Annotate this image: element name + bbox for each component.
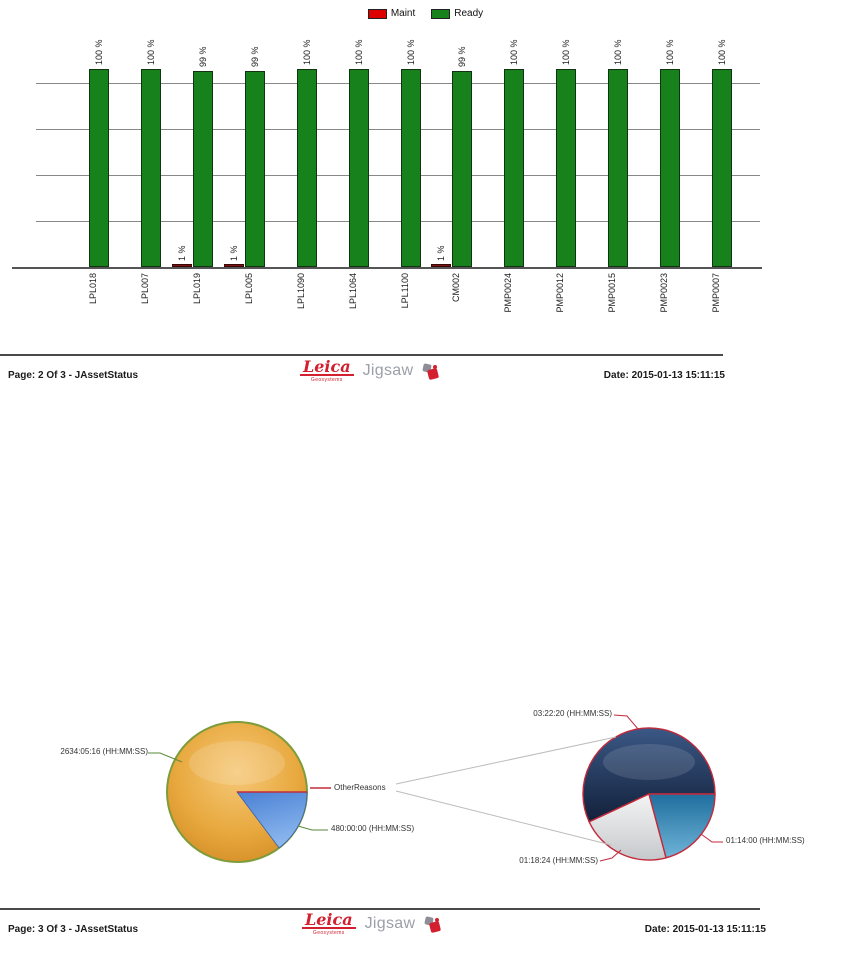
bar-value-label: 100 % bbox=[302, 39, 312, 65]
ready-bar bbox=[349, 69, 369, 267]
category-label: LPL018 bbox=[88, 273, 98, 305]
category-label: LPL1100 bbox=[400, 273, 410, 309]
grid-line bbox=[36, 129, 760, 130]
category-label: LPL007 bbox=[140, 273, 150, 305]
other-reasons-pie-chart bbox=[582, 727, 716, 861]
bar-value-label: 99 % bbox=[198, 46, 208, 67]
ready-bar bbox=[556, 69, 576, 267]
maint-bar bbox=[172, 264, 192, 267]
asset-time-pie-chart bbox=[166, 721, 308, 863]
pie-connector-lines bbox=[148, 714, 723, 862]
maint-value-label: 1 % bbox=[436, 245, 446, 261]
jigsaw-puzzle-icon bbox=[424, 915, 442, 933]
leica-wordmark: Leica bbox=[302, 912, 356, 929]
page2-date-label: Date: 2015-01-13 15:11:15 bbox=[603, 370, 725, 381]
leica-logo: Leica Geosystems bbox=[302, 912, 356, 936]
ready-bar bbox=[452, 71, 472, 267]
leica-jigsaw-logo: Leica Geosystems Jigsaw bbox=[300, 359, 440, 383]
maint-value-label: 1 % bbox=[229, 245, 239, 261]
page3-footer-rule bbox=[0, 908, 760, 910]
grid-line bbox=[36, 175, 760, 176]
other-reasons-label: OtherReasons bbox=[334, 783, 386, 792]
pie1-orange-slice-label: 2634:05:16 (HH:MM:SS) bbox=[60, 747, 148, 756]
ready-color-swatch bbox=[431, 8, 451, 19]
maint-ready-bar-chart: Maint Ready 100 % LPL018 100 % LPL007 99 % 1 … bbox=[0, 0, 851, 330]
bar-value-label: 100 % bbox=[717, 39, 727, 65]
jigsaw-wordmark: Jigsaw bbox=[364, 915, 416, 932]
pie2-navy-slice-label: 03:22:20 (HH:MM:SS) bbox=[533, 709, 612, 718]
bar-value-label: 100 % bbox=[561, 39, 571, 65]
ready-bar bbox=[504, 69, 524, 267]
bar-value-label: 99 % bbox=[250, 46, 260, 67]
jigsaw-puzzle-icon bbox=[422, 362, 440, 380]
category-label: PMP0007 bbox=[711, 273, 721, 313]
maint-color-swatch bbox=[367, 8, 387, 19]
ready-bar bbox=[245, 71, 265, 267]
maint-bar bbox=[431, 264, 451, 267]
grid-line bbox=[36, 221, 760, 222]
grid-line bbox=[36, 83, 760, 84]
bar-value-label: 100 % bbox=[665, 39, 675, 65]
ready-bar bbox=[401, 69, 421, 267]
pie1-slice-standby-time bbox=[236, 791, 308, 849]
ready-bar bbox=[712, 69, 732, 267]
category-label: CM002 bbox=[451, 273, 461, 303]
category-label: PMP0024 bbox=[503, 273, 513, 313]
ready-bar bbox=[141, 69, 161, 267]
ready-bar bbox=[608, 69, 628, 267]
pie1-blue-slice-label: 480:00:00 (HH:MM:SS) bbox=[331, 824, 415, 833]
ready-bar bbox=[193, 71, 213, 267]
category-label: LPL005 bbox=[244, 273, 254, 305]
legend-item-ready: Ready bbox=[431, 8, 483, 19]
bar-value-label: 100 % bbox=[509, 39, 519, 65]
category-label: LPL019 bbox=[192, 273, 202, 305]
bar-value-label: 100 % bbox=[406, 39, 416, 65]
page3-date-label: Date: 2015-01-13 15:11:15 bbox=[644, 924, 766, 935]
maint-value-label: 1 % bbox=[177, 245, 187, 261]
axis-baseline bbox=[12, 267, 762, 269]
bar-value-label: 99 % bbox=[457, 46, 467, 67]
geosystems-label: Geosystems bbox=[310, 377, 343, 383]
ready-bar bbox=[660, 69, 680, 267]
page2-footer-rule bbox=[0, 354, 723, 356]
ready-bar bbox=[89, 69, 109, 267]
category-label: PMP0023 bbox=[659, 273, 669, 313]
category-label: LPL1090 bbox=[296, 273, 306, 310]
ready-bar bbox=[297, 69, 317, 267]
leica-wordmark: Leica bbox=[300, 359, 354, 376]
leica-jigsaw-logo: Leica Geosystems Jigsaw bbox=[302, 912, 442, 936]
page2-page-label: Page: 2 Of 3 - JAssetStatus bbox=[8, 370, 139, 381]
legend-ready-label: Ready bbox=[454, 8, 484, 19]
explode-line-bottom bbox=[395, 790, 612, 846]
bar-value-label: 100 % bbox=[354, 39, 364, 65]
bar-value-label: 100 % bbox=[613, 39, 623, 65]
bar-value-label: 100 % bbox=[146, 39, 156, 65]
jigsaw-wordmark: Jigsaw bbox=[362, 362, 414, 379]
geosystems-label: Geosystems bbox=[312, 930, 345, 936]
legend-maint-label: Maint bbox=[390, 8, 416, 19]
pie2-gray-slice-label: 01:18:24 (HH:MM:SS) bbox=[519, 856, 598, 865]
category-label: PMP0015 bbox=[607, 273, 617, 313]
page3-page-label: Page: 3 Of 3 - JAssetStatus bbox=[8, 924, 139, 935]
legend-item-maint: Maint bbox=[367, 8, 416, 19]
leica-logo: Leica Geosystems bbox=[300, 359, 354, 383]
maint-bar bbox=[224, 264, 244, 267]
category-label: LPL1064 bbox=[348, 273, 358, 310]
pie2-steel-slice-label: 01:14:00 (HH:MM:SS) bbox=[726, 836, 805, 845]
category-label: PMP0012 bbox=[555, 273, 565, 313]
bar-value-label: 100 % bbox=[94, 39, 104, 65]
chart-legend: Maint Ready bbox=[0, 8, 851, 19]
